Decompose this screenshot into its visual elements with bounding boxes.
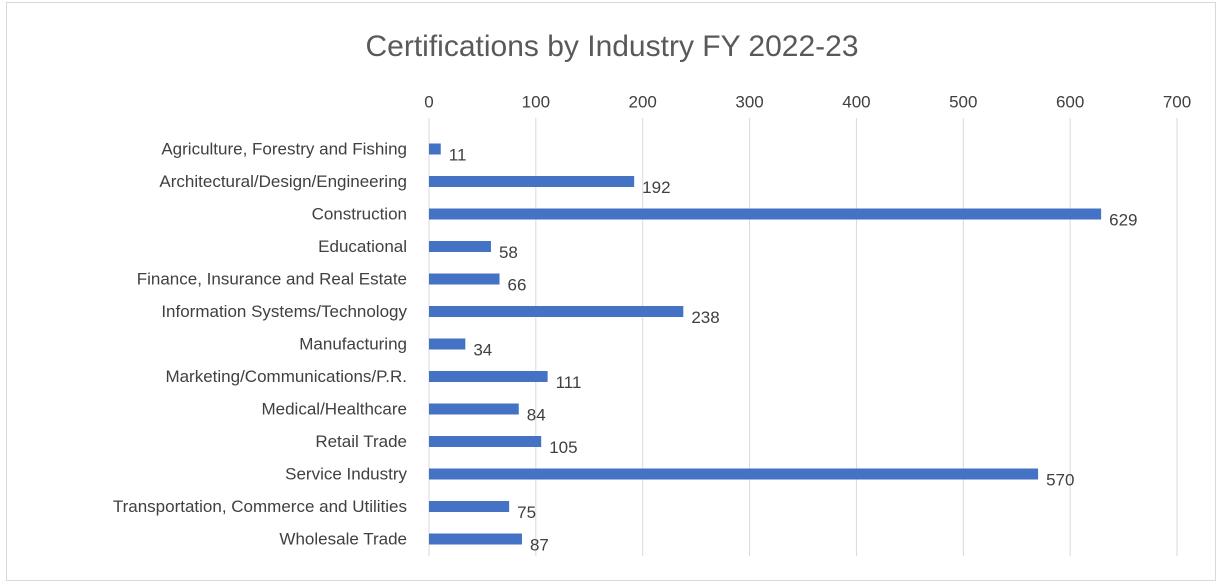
x-tick-label: 500 (949, 92, 977, 111)
bar (429, 371, 548, 382)
bar (429, 338, 466, 350)
y-tick-label: Medical/Healthcare (261, 399, 407, 418)
data-label: 570 (1046, 470, 1074, 489)
bar (429, 436, 542, 447)
bar (429, 143, 441, 155)
data-label: 111 (556, 373, 582, 392)
data-label: 11 (449, 145, 467, 164)
x-tick-label: 200 (629, 92, 657, 111)
bar (429, 306, 684, 317)
y-tick-label: Wholesale Trade (279, 529, 407, 548)
bar (429, 403, 519, 415)
data-label: 75 (517, 503, 536, 522)
y-tick-label: Marketing/Communications/P.R. (165, 367, 407, 386)
y-tick-label: Construction (312, 204, 407, 223)
data-label: 238 (691, 308, 719, 327)
y-tick-label: Retail Trade (315, 432, 407, 451)
chart-frame (6, 2, 1216, 581)
data-label: 105 (549, 438, 577, 457)
y-tick-label: Finance, Insurance and Real Estate (137, 269, 407, 288)
y-tick-label: Architectural/Design/Engineering (159, 172, 407, 191)
bar (429, 176, 635, 187)
x-tick-label: 300 (735, 92, 763, 111)
chart-title: Certifications by Industry FY 2022-23 (365, 30, 858, 63)
y-tick-label: Transportation, Commerce and Utilities (113, 497, 407, 516)
y-tick-label: Agriculture, Forestry and Fishing (161, 139, 407, 158)
y-tick-label: Educational (318, 237, 407, 256)
data-label: 87 (530, 535, 549, 554)
bar (429, 533, 522, 545)
y-tick-label: Service Industry (285, 464, 407, 483)
data-label: 58 (499, 243, 518, 262)
data-label: 192 (642, 178, 670, 197)
bar (429, 208, 1102, 220)
y-tick-label: Information Systems/Technology (161, 302, 407, 321)
bar (429, 501, 510, 512)
y-tick-label: Manufacturing (299, 334, 407, 353)
x-tick-label: 600 (1056, 92, 1084, 111)
bar (429, 241, 491, 252)
x-tick-label: 0 (424, 92, 433, 111)
data-label: 66 (508, 275, 527, 294)
data-label: 84 (527, 405, 546, 424)
x-tick-label: 100 (522, 92, 550, 111)
x-tick-label: 400 (842, 92, 870, 111)
data-label: 629 (1109, 210, 1137, 229)
bar (429, 273, 500, 285)
bar (429, 468, 1039, 480)
data-label: 34 (473, 340, 492, 359)
x-tick-label: 700 (1163, 92, 1191, 111)
